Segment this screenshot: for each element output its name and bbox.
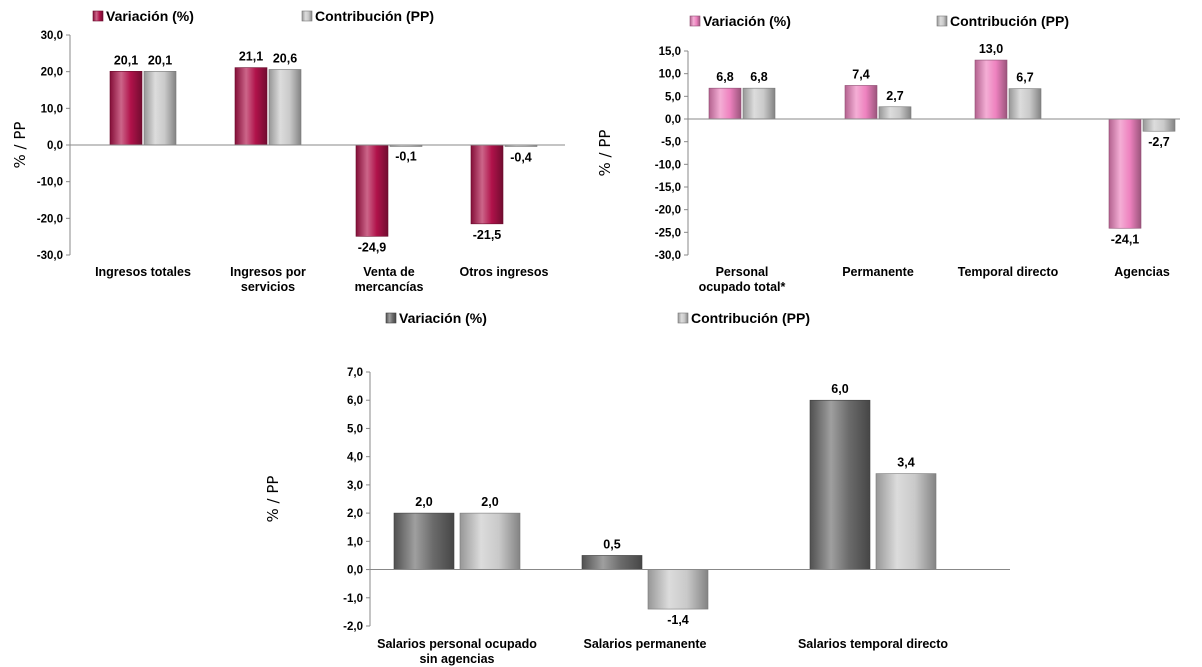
y-axis-label: % / PP [596,130,614,177]
y-tick-label: -2,0 [343,621,363,633]
bar-series1-cat1 [708,87,742,120]
legend-label: Variación (%) [703,13,791,29]
bar-series2-cat3 [875,473,937,570]
legend-swatch [385,312,397,324]
bar-series2-cat2 [268,69,302,146]
legend-label: Contribución (PP) [950,13,1069,29]
data-label: 6,8 [716,70,733,84]
data-label: -0,1 [395,149,417,163]
data-label: 6,8 [750,70,767,84]
bar-series2-cat3 [1008,88,1042,120]
bar-series2-cat4 [1142,118,1176,132]
y-tick-label: -5,0 [661,137,681,149]
y-tick-label: 0,0 [665,114,681,126]
y-tick-label: 20,0 [41,67,63,79]
legend-swatch [301,10,313,22]
data-label: 20,1 [114,53,138,67]
y-tick-label: -10,0 [37,177,63,189]
y-axis-label: % / PP [264,476,282,523]
y-tick-label: 7,0 [347,367,363,379]
data-label: -24,9 [358,240,387,254]
y-tick-label: 15,0 [659,46,681,58]
legend-swatch [92,10,104,22]
y-tick-label: 5,0 [665,91,681,103]
chart-3: 7,0 6,0 5,0 4,0 3,0 2,0 1,0 0,0 -1,0 -2,0 % / PP 2,… [264,310,1010,666]
bar-series1-cat4 [470,144,504,225]
legend-label: Contribución (PP) [691,310,810,326]
legend-swatch [936,15,948,27]
category-label: Otros ingresos [460,265,549,279]
y-tick-label: 10,0 [41,103,63,115]
bar-series2-cat1 [143,71,177,146]
y-tick-label: 10,0 [659,69,681,81]
bar-series1-cat2 [844,85,878,120]
data-label: 13,0 [979,42,1003,56]
chart-2: 15,0 10,0 5,0 0,0 -5,0 -10,0 -15,0 -20,0 -25,0 -3… [596,13,1180,294]
bar-series2-cat1 [459,512,521,570]
y-tick-label: -25,0 [655,227,681,239]
category-label: Ingresos por servicios [230,265,306,294]
y-tick-label: 0,0 [347,565,363,577]
y-tick-label: 2,0 [347,508,363,520]
y-tick-label: 30,0 [41,30,63,42]
category-label: Salarios permanente [584,637,707,651]
y-tick-label: -10,0 [655,159,681,171]
data-label: 2,0 [415,495,432,509]
bar-series1-cat2 [581,555,643,570]
data-label: 2,0 [481,495,498,509]
y-tick-label: 0,0 [47,140,63,152]
y-tick-label: 3,0 [347,480,363,492]
y-tick-label: 5,0 [347,423,363,435]
category-label: Salarios personal ocupado sin agencias [377,637,537,666]
y-tick-label: 4,0 [347,452,363,464]
data-label: -1,4 [667,613,689,627]
legend-label: Variación (%) [399,310,487,326]
data-label: 6,7 [1016,71,1033,85]
category-label: Agencias [1114,265,1170,279]
category-label: Ingresos totales [95,265,191,279]
data-label: 21,1 [239,50,263,64]
category-label: Temporal directo [958,265,1059,279]
data-label: 20,6 [273,51,297,65]
bar-series1-cat2 [234,67,268,146]
data-label: 7,4 [852,67,869,81]
y-tick-label: -15,0 [655,182,681,194]
category-label: Venta de mercancías [355,265,424,294]
data-label: -0,4 [510,150,532,164]
bar-series1-cat3 [355,144,389,237]
legend-label: Variación (%) [106,8,194,24]
y-tick-label: 1,0 [347,536,363,548]
data-label: 0,5 [603,537,620,551]
data-label: 6,0 [831,382,848,396]
category-label: Personal ocupado total* [699,265,786,294]
data-label: 2,7 [886,89,903,103]
bar-series1-cat3 [974,59,1008,120]
y-tick-label: -30,0 [655,250,681,262]
chart-1: 30,0 20,0 10,0 0,0 -10,0 -20,0 -30,0 % / PP 20,1… [11,8,565,294]
data-label: -24,1 [1111,232,1140,246]
legend-swatch [689,15,701,27]
y-tick-label: -20,0 [655,205,681,217]
category-label: Permanente [842,265,914,279]
data-label: -21,5 [473,228,502,242]
y-tick-label: 6,0 [347,395,363,407]
data-label: 20,1 [148,53,172,67]
data-label: 3,4 [897,456,914,470]
legend-swatch [677,312,689,324]
bar-series1-cat1 [393,512,455,570]
bar-series2-cat2 [878,106,912,120]
y-tick-label: -30,0 [37,250,63,262]
bar-series1-cat1 [109,71,143,146]
legend-label: Contribución (PP) [315,8,434,24]
bar-series1-cat4 [1108,118,1142,229]
y-tick-label: -1,0 [343,593,363,605]
bar-series1-cat3 [809,399,871,570]
data-label: -2,7 [1148,135,1170,149]
category-label: Salarios temporal directo [798,637,948,651]
y-axis-label: % / PP [11,122,29,169]
bar-series2-cat1 [742,87,776,120]
bar-series2-cat2 [647,569,709,610]
y-tick-label: -20,0 [37,213,63,225]
